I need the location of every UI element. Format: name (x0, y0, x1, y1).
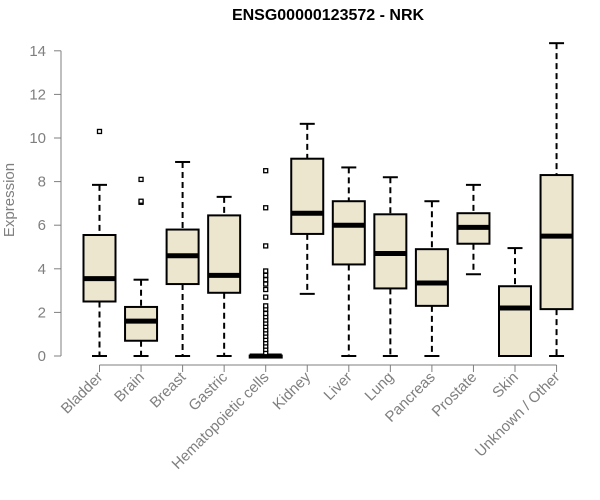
outlier-point (263, 268, 269, 274)
outlier-point (96, 128, 103, 135)
y-tick-label: 4 (38, 261, 46, 278)
outlier-point (263, 310, 269, 317)
outlier-point (263, 277, 269, 283)
box (539, 174, 574, 311)
y-tick-label: 8 (38, 174, 46, 191)
y-tick-label: 10 (29, 130, 46, 147)
box (498, 285, 532, 357)
outlier-point (138, 176, 144, 183)
box (290, 157, 325, 235)
outlier-point (263, 243, 269, 249)
x-category-label: Skin (489, 369, 522, 402)
outlier-point (263, 286, 269, 293)
outlier-point (263, 303, 269, 309)
x-category-label: Bladder (58, 369, 107, 418)
x-category-label: Kidney (270, 368, 315, 413)
y-axis-label: Expression (1, 163, 18, 237)
x-category-label: Lung (362, 369, 398, 405)
x-category-label: Liver (321, 369, 356, 404)
outlier-point (138, 198, 144, 204)
y-tick-label: 12 (29, 86, 46, 103)
outlier-point (263, 294, 269, 300)
box (124, 305, 159, 342)
y-tick-label: 14 (29, 43, 46, 60)
box (331, 200, 366, 266)
outlier-point (263, 281, 269, 287)
x-category-label: Brain (111, 369, 148, 406)
y-tick-label: 2 (38, 304, 46, 321)
y-tick-label: 6 (38, 217, 46, 234)
chart-title: ENSG00000123572 - NRK (231, 7, 425, 24)
x-category-label: Prostate (429, 369, 481, 421)
y-tick-label: 0 (38, 348, 46, 365)
outlier-point (263, 205, 269, 211)
x-category-label: Breast (147, 368, 190, 411)
box (82, 234, 117, 303)
box (414, 248, 449, 307)
box (207, 214, 242, 294)
outlier-point (263, 168, 269, 174)
outlier-point (263, 272, 269, 278)
